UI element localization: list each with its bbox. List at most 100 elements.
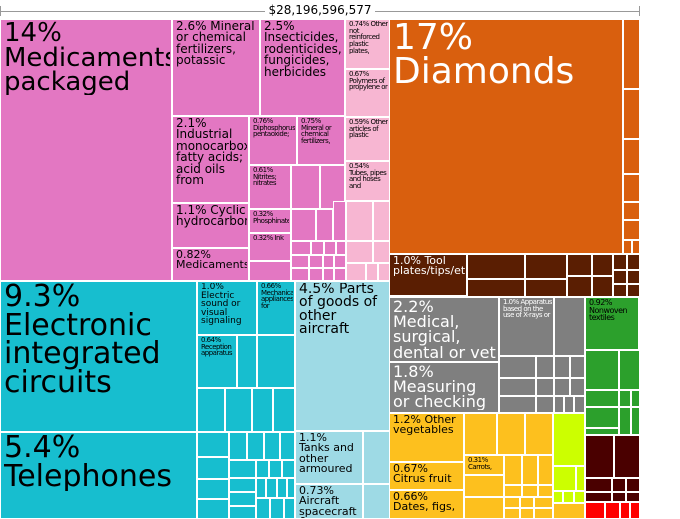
treemap-cell-small-darkbrown bbox=[627, 254, 640, 270]
treemap-cell-small-cyan bbox=[247, 432, 264, 460]
treemap-cell-label: 0.54% Tubes, pipes and hoses and bbox=[349, 163, 387, 190]
treemap-cell-label: 0.74% Other not reinforced plastic plate… bbox=[349, 21, 388, 55]
treemap-cell-small-darkred bbox=[585, 435, 614, 478]
treemap-cell-small-orange bbox=[623, 240, 632, 254]
treemap-cell-small-yellow bbox=[538, 485, 553, 497]
treemap-cell-small-darkbrown bbox=[613, 254, 627, 270]
treemap-cell-small-pink_light bbox=[346, 201, 373, 241]
treemap-cell-1-1-tanks-and-other-armoured: 1.1% Tanks and other armoured bbox=[295, 431, 363, 484]
treemap-cell-0-73-aircraft-spacecraft: 0.73% Aircraft spacecraft & bbox=[295, 484, 363, 519]
treemap-cell-small-darkred bbox=[626, 478, 640, 492]
treemap-cell-small-darkred bbox=[614, 435, 640, 478]
treemap-cell-small-pink_light bbox=[378, 263, 390, 281]
treemap-cell-small-darkred bbox=[585, 492, 612, 502]
total-value-label: $28,196,596,577 bbox=[0, 3, 640, 17]
treemap-cell-small-orange bbox=[623, 202, 640, 220]
treemap-cell-0-75-mineral-or-chemical-fertilizers: 0.75% Mineral or chemical fertilizers, bbox=[297, 116, 345, 165]
treemap-cell-2-5-insecticides-rodenticides-fungicides: 2.5% Insecticides, rodenticides, fungici… bbox=[260, 19, 345, 116]
treemap-cell-1-2-other-vegetables: 1.2% Other vegetables bbox=[389, 413, 464, 462]
treemap-cell-small-orange bbox=[623, 139, 640, 174]
treemap-cell-5-4-telephones: 5.4% Telephones bbox=[0, 432, 197, 519]
total-value-text: $28,196,596,577 bbox=[265, 3, 375, 17]
treemap-cell-label: 4.5% Parts of goods of other aircraft bbox=[299, 283, 378, 337]
treemap-cell-label: 1.1% Tanks and other armoured bbox=[299, 433, 354, 475]
treemap-cell-0-82-medicaments: 0.82% Medicaments bbox=[172, 248, 249, 281]
treemap-cell-label: 1.1% Cyclic hydrocarbons bbox=[176, 205, 247, 228]
treemap-cell-small-cyan bbox=[256, 478, 266, 498]
treemap-cell-small-green bbox=[619, 390, 631, 407]
treemap-cell-small-pink bbox=[309, 268, 323, 281]
treemap-cell-small-yellow bbox=[464, 413, 497, 455]
treemap-cell-small-gray bbox=[536, 396, 554, 413]
treemap-cell-label: 0.75% Mineral or chemical fertilizers, bbox=[301, 118, 332, 145]
treemap-cell-label: 9.3% Electronic integrated circuits bbox=[4, 283, 161, 397]
treemap-cell-small-yellow bbox=[497, 413, 525, 455]
treemap-cell-small-pink bbox=[291, 165, 320, 209]
treemap-cell-small-darkbrown bbox=[592, 254, 613, 276]
treemap-cell-0-67-polymers-of-propylene-or: 0.67% Polymers of propylene or bbox=[345, 69, 390, 117]
treemap-cell-small-orange bbox=[623, 220, 640, 240]
treemap-cell-small-darkbrown bbox=[613, 270, 627, 284]
treemap-cell-0-54-tubes-pipes-and-hoses-and: 0.54% Tubes, pipes and hoses and bbox=[345, 161, 390, 201]
treemap-cell-small-darkred bbox=[585, 478, 612, 492]
treemap-cell-small-lime bbox=[576, 466, 585, 491]
treemap-cell-small-yellow bbox=[522, 485, 538, 497]
treemap-cell-0-66-mechanical-appliances-for: 0.66% Mechanical appliances for bbox=[257, 281, 295, 335]
treemap-cell-small-red bbox=[620, 502, 630, 519]
treemap-cell-small-cyan_light bbox=[363, 431, 390, 484]
treemap-cell-small-red bbox=[585, 502, 605, 519]
treemap-cell-2-6-mineral-or-chemical-fertilizers-pota: 2.6% Mineral or chemical fertilizers, po… bbox=[172, 19, 260, 116]
treemap-cell-1-1-cyclic-hydrocarbons: 1.1% Cyclic hydrocarbons bbox=[172, 203, 249, 248]
treemap-cell-small-green bbox=[619, 407, 631, 435]
treemap-cell-small-gray bbox=[574, 396, 585, 413]
treemap-cell-label: 1.8% Measuring or checking bbox=[393, 364, 487, 410]
treemap-cell-0-66-dates-figs: 0.66% Dates, figs, bbox=[389, 490, 464, 519]
treemap-cell-small-yellow bbox=[520, 508, 534, 519]
treemap-cell-small-gray bbox=[554, 297, 585, 356]
treemap-cell-small-pink bbox=[291, 255, 309, 268]
treemap-cell-small-cyan bbox=[257, 335, 295, 388]
treemap-cell-small-darkbrown bbox=[467, 279, 525, 297]
treemap-cell-small-pink bbox=[291, 209, 316, 241]
treemap-cell-small-cyan bbox=[264, 432, 280, 460]
treemap-cell-small-green bbox=[585, 390, 619, 407]
treemap-cell-small-yellow bbox=[520, 497, 534, 508]
treemap-cell-small-cyan bbox=[284, 498, 295, 519]
treemap-cell-label: 0.31% Carrots, bbox=[468, 457, 492, 471]
treemap-cell-small-pink bbox=[291, 241, 311, 255]
treemap-cell-small-cyan bbox=[270, 498, 284, 519]
treemap-cell-0-32-ink: 0.32% Ink bbox=[249, 233, 291, 261]
treemap-cell-label: 0.66% Dates, figs, bbox=[393, 492, 456, 513]
treemap-cell-small-darkbrown bbox=[592, 276, 613, 297]
treemap-cell-label: 2.1% Industrial monocarboxylic fatty aci… bbox=[176, 118, 247, 187]
treemap-cell-small-darkbrown bbox=[525, 279, 567, 297]
treemap-cell-0-76-diphosphorus-pentaoxide: 0.76% Diphosphorus pentaoxide; bbox=[249, 116, 297, 165]
treemap-cell-small-pink bbox=[316, 209, 333, 241]
treemap-cell-4-5-parts-of-goods-of-other-aircraft: 4.5% Parts of goods of other aircraft bbox=[295, 281, 390, 431]
treemap-cell-0-32-phosphinates: 0.32% Phosphinates bbox=[249, 209, 291, 233]
treemap-cell-small-cyan bbox=[273, 388, 295, 432]
treemap-cell-label: 0.67% Citrus fruit bbox=[393, 464, 452, 485]
treemap-cell-small-yellow bbox=[525, 413, 553, 455]
treemap-cell-small-yellow bbox=[464, 475, 504, 497]
treemap-cell-small-darkbrown bbox=[627, 284, 640, 297]
treemap-cell-17-diamonds: 17% Diamonds bbox=[389, 19, 623, 254]
treemap-cell-small-pink bbox=[323, 268, 334, 281]
treemap-cell-small-gray bbox=[499, 356, 536, 378]
treemap-cell-small-cyan bbox=[197, 479, 229, 499]
treemap-cell-small-cyan bbox=[229, 492, 256, 506]
treemap-cell-small-cyan bbox=[256, 460, 269, 478]
treemap-cell-small-gray bbox=[564, 396, 574, 413]
treemap-cell-small-darkbrown bbox=[525, 254, 567, 279]
treemap-cell-small-green bbox=[585, 428, 619, 435]
treemap-cell-small-cyan bbox=[225, 388, 252, 432]
treemap-cell-0-67-citrus-fruit: 0.67% Citrus fruit bbox=[389, 462, 464, 490]
treemap-cell-small-cyan bbox=[266, 478, 277, 498]
treemap-cell-small-pink bbox=[334, 255, 346, 268]
treemap-cell-small-cyan bbox=[197, 457, 229, 479]
treemap-cell-2-2-medical-surgical-dental-or-vet: 2.2% Medical, surgical, dental or vet bbox=[389, 297, 499, 362]
treemap-cell-label: 2.6% Mineral or chemical fertilizers, po… bbox=[176, 21, 255, 67]
treemap-cell-small-pink bbox=[324, 241, 336, 255]
treemap-cell-small-lime bbox=[553, 413, 585, 466]
